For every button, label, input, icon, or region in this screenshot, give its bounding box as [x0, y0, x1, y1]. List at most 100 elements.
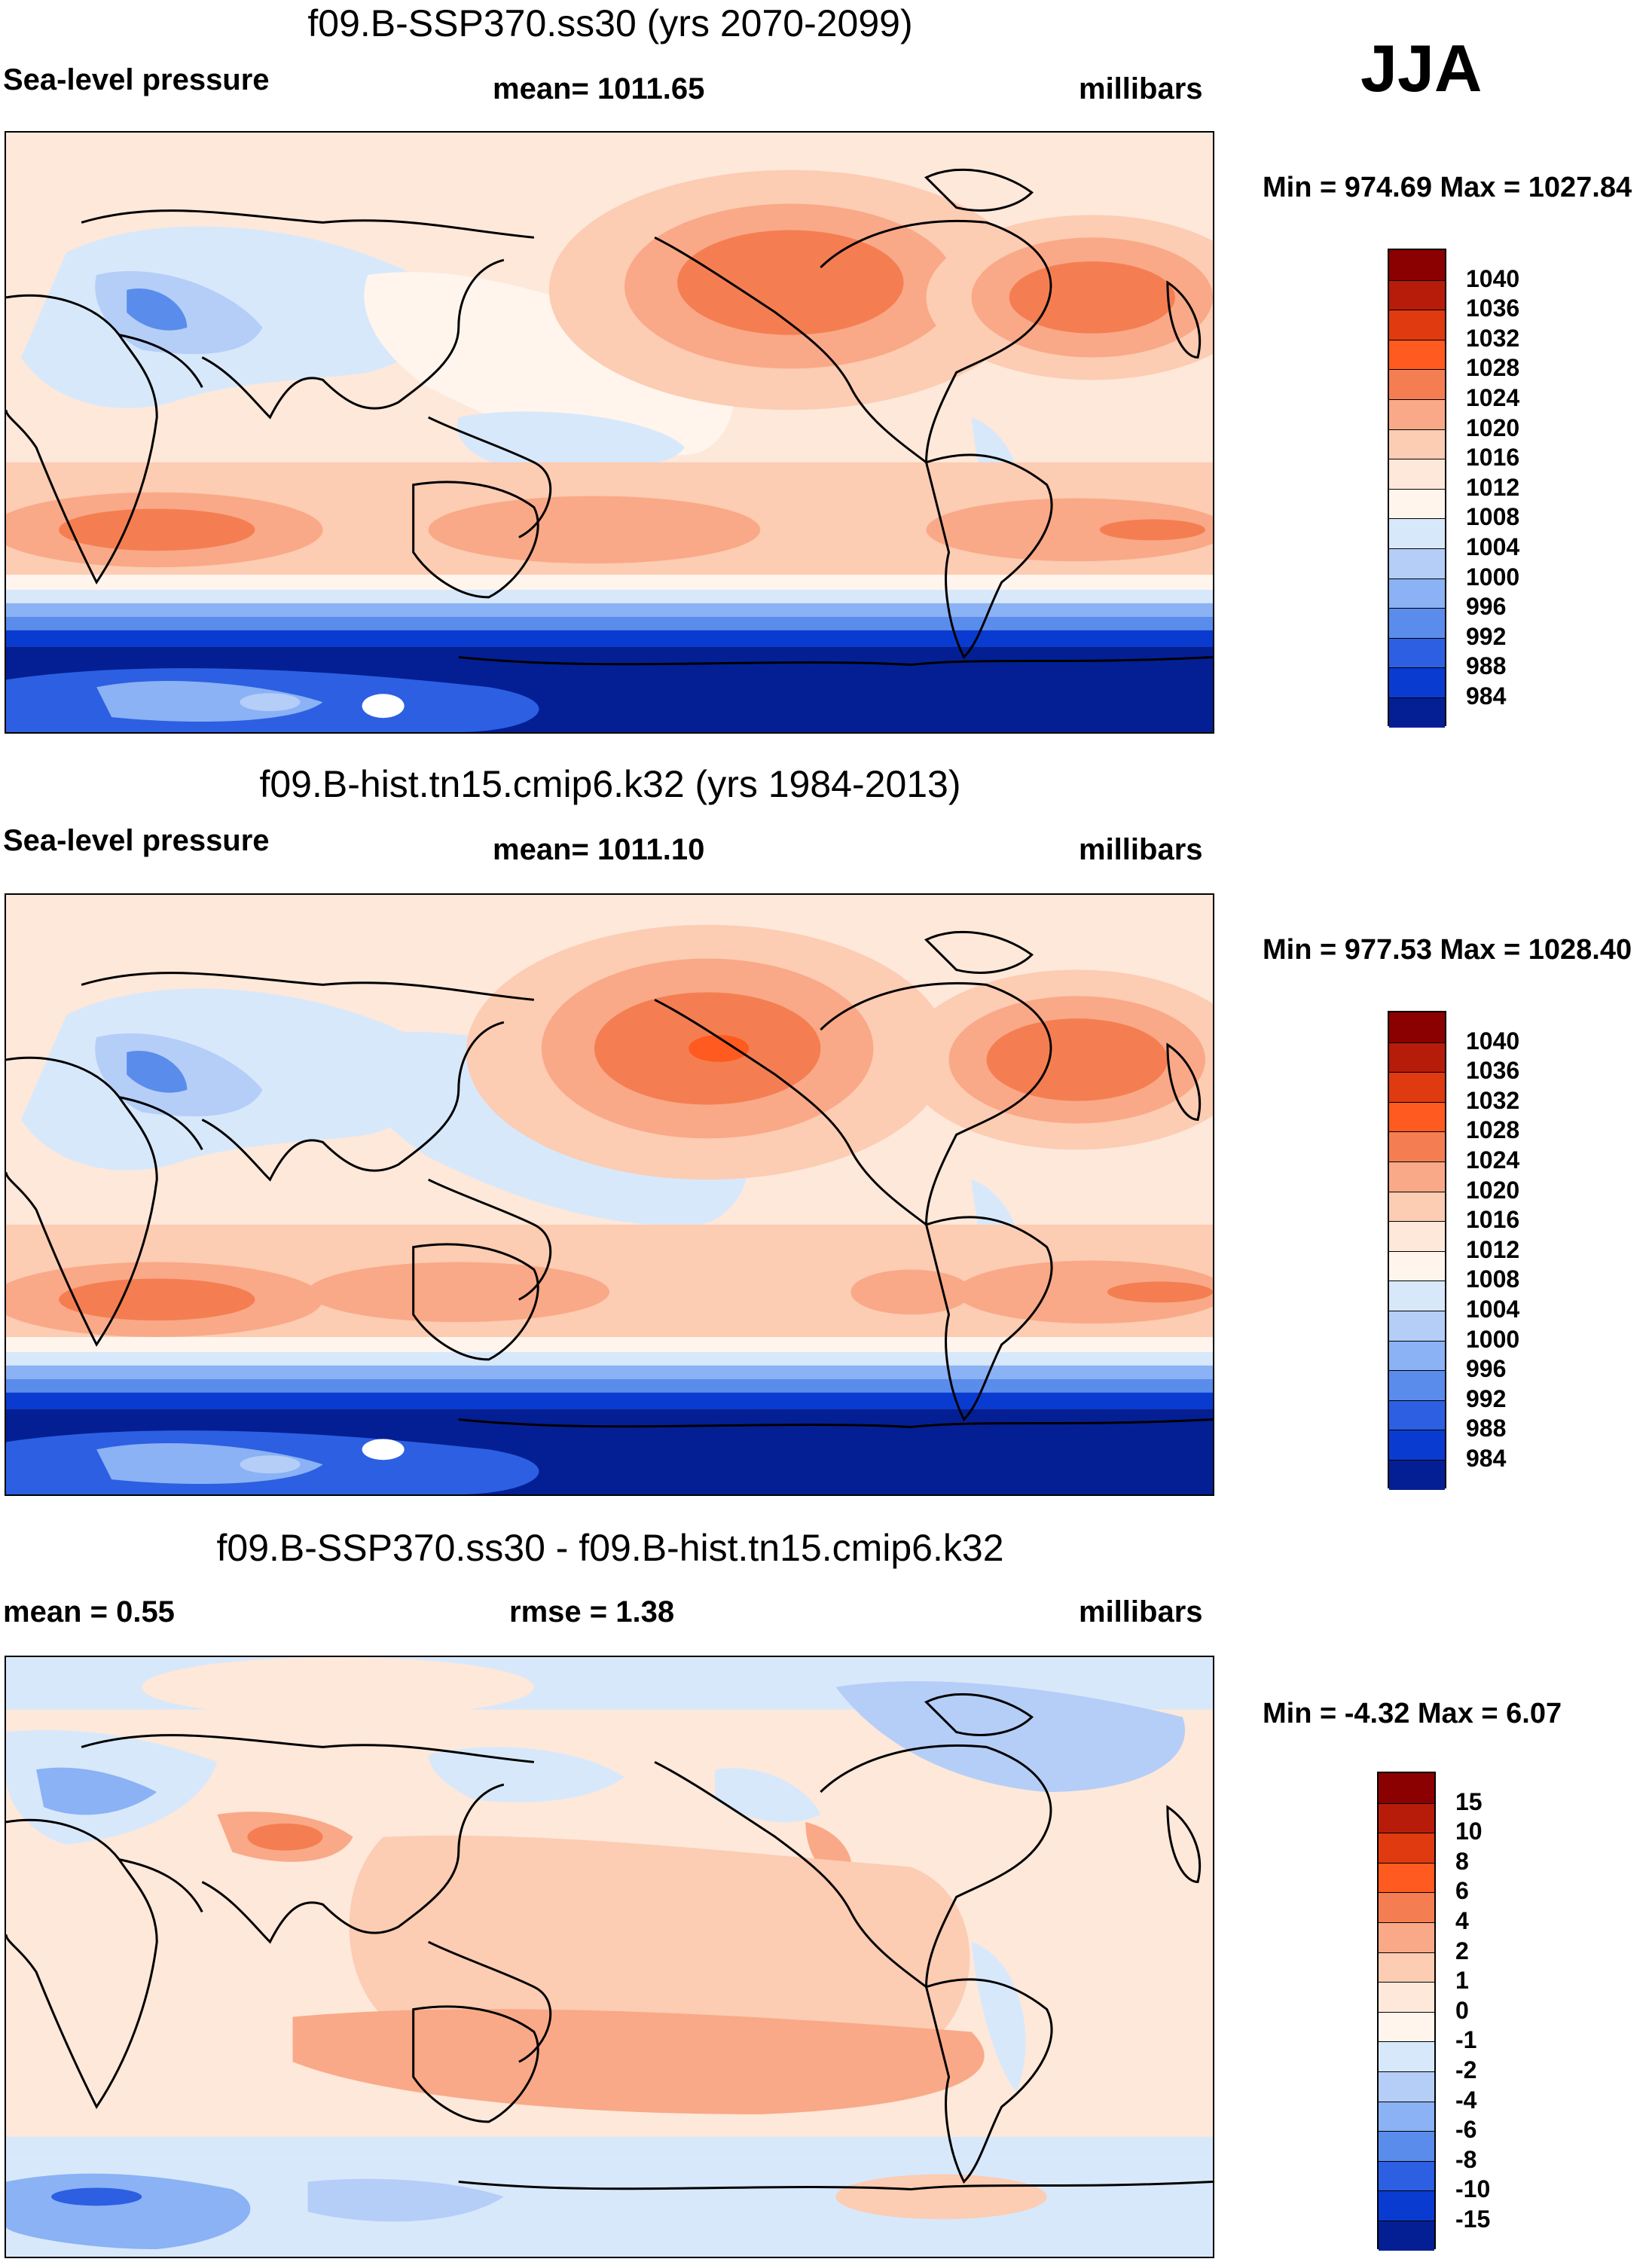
colorbar-tick-label: 1: [1455, 1967, 1469, 1995]
colorbar-tick-label: 1000: [1466, 1325, 1520, 1353]
colorbar-swatches: [1377, 1772, 1436, 2251]
panel-2-units-label: millibars: [1079, 833, 1203, 866]
colorbar-swatch: [1379, 1952, 1434, 1983]
colorbar-swatch: [1389, 1101, 1445, 1132]
colorbar-tick-label: 992: [1466, 622, 1507, 650]
colorbar-swatch: [1389, 399, 1445, 429]
colorbar-swatch: [1389, 459, 1445, 489]
colorbar-tick-label: 1036: [1466, 1057, 1520, 1085]
colorbar-tick-label: 1032: [1466, 324, 1520, 352]
colorbar-swatches: [1388, 1011, 1446, 1490]
colorbar-swatch: [1379, 2190, 1434, 2221]
panel-3-title: f09.B-SSP370.ss30 - f09.B-hist.tn15.cmip…: [216, 1527, 1004, 1569]
panel-3-map: [5, 1656, 1214, 2258]
coastlines: [6, 1693, 1213, 2190]
colorbar-tick-label: 6: [1455, 1877, 1469, 1905]
pressure-field: [6, 133, 1213, 732]
colorbar-tick-label: 4: [1455, 1907, 1469, 1934]
colorbar-swatch: [1389, 429, 1445, 459]
colorbar-swatch: [1389, 339, 1445, 370]
colorbar-tick-label: 996: [1466, 593, 1507, 621]
panel-2-mean-label: mean= 1011.10: [493, 833, 705, 866]
colorbar-tick-label: 1012: [1466, 473, 1520, 501]
colorbar-tick-label: 8: [1455, 1847, 1469, 1875]
colorbar-tick-label: 1008: [1466, 503, 1520, 531]
colorbar-tick-label: 1020: [1466, 414, 1520, 441]
colorbar-tick-label: 992: [1466, 1384, 1507, 1412]
colorbar-swatch: [1379, 1773, 1434, 1803]
colorbar-tick-label: 10: [1455, 1818, 1483, 1845]
colorbar-swatch: [1389, 518, 1445, 548]
colorbar-swatch: [1389, 1221, 1445, 1251]
colorbar-swatch: [1379, 1802, 1434, 1833]
panel-2-map: [5, 893, 1214, 1496]
colorbar-swatch: [1389, 608, 1445, 638]
colorbar-tick-label: -6: [1455, 2116, 1477, 2144]
colorbar-tick-label: 0: [1455, 1996, 1469, 2024]
colorbar-tick-label: 1028: [1466, 1116, 1520, 1144]
panel-1-map: [5, 131, 1214, 734]
colorbar-swatch: [1389, 1340, 1445, 1371]
colorbar-swatch: [1389, 1430, 1445, 1460]
colorbar-tick-label: 1016: [1466, 444, 1520, 472]
colorbar-tick-label: 1000: [1466, 563, 1520, 591]
colorbar-swatch: [1389, 637, 1445, 668]
colorbar-tick-label: -2: [1455, 2056, 1477, 2083]
colorbar-tick-label: 1016: [1466, 1206, 1520, 1234]
panel-1-variable-label: Sea-level pressure: [3, 63, 270, 96]
panel-1-minmax: Min = 974.69 Max = 1027.84: [1263, 172, 1632, 203]
colorbar-swatch: [1389, 1131, 1445, 1161]
colorbar-swatch: [1389, 1250, 1445, 1281]
colorbar-swatch: [1379, 2131, 1434, 2161]
colorbar-swatch: [1389, 1072, 1445, 1102]
colorbar-swatch: [1389, 369, 1445, 399]
colorbar-tick-label: -8: [1455, 2145, 1477, 2173]
colorbar-swatch: [1379, 1833, 1434, 1863]
colorbar-tick-label: 984: [1466, 1445, 1507, 1472]
panel-1-mean-label: mean= 1011.65: [493, 72, 705, 105]
panel-3-rmse-label: rmse = 1.38: [509, 1595, 675, 1629]
colorbar-tick-label: 1040: [1466, 264, 1520, 292]
panel-3-mean-label: mean = 0.55: [3, 1595, 175, 1629]
colorbar-swatch: [1389, 1012, 1445, 1042]
colorbar-tick-label: 1024: [1466, 384, 1520, 411]
colorbar-tick-label: 996: [1466, 1355, 1507, 1383]
colorbar-swatch: [1389, 697, 1445, 728]
colorbar-swatch: [1379, 1922, 1434, 1952]
colorbar-swatch: [1389, 1400, 1445, 1430]
colorbar-swatch: [1389, 548, 1445, 578]
colorbar-tick-label: 984: [1466, 682, 1507, 710]
colorbar-tick-label: -10: [1455, 2175, 1491, 2203]
colorbar-tick-label: 1008: [1466, 1265, 1520, 1293]
panel-3-units-label: millibars: [1079, 1595, 1203, 1629]
season-label: JJA: [1360, 31, 1483, 105]
colorbar-tick-label: 1004: [1466, 533, 1520, 560]
colorbar-swatch: [1389, 1191, 1445, 1222]
colorbar-swatch: [1379, 2011, 1434, 2042]
colorbar-tick-label: -15: [1455, 2205, 1491, 2233]
colorbar-swatches: [1388, 249, 1446, 728]
coastlines: [6, 930, 1213, 1428]
colorbar-swatch: [1389, 279, 1445, 310]
colorbar-swatch: [1379, 1982, 1434, 2012]
colorbar-swatch: [1379, 1892, 1434, 1922]
colorbar-swatch: [1379, 2101, 1434, 2132]
colorbar-swatch: [1389, 310, 1445, 340]
panel-2-title: f09.B-hist.tn15.cmip6.k32 (yrs 1984-2013…: [259, 763, 961, 805]
panel-2-variable-label: Sea-level pressure: [3, 824, 270, 857]
panel-1-units-label: millibars: [1079, 72, 1203, 105]
colorbar-swatch: [1389, 1370, 1445, 1400]
colorbar-tick-label: 1012: [1466, 1235, 1520, 1263]
colorbar-swatch: [1389, 1042, 1445, 1073]
pressure-field: [6, 895, 1213, 1494]
colorbar-tick-label: 988: [1466, 1415, 1507, 1442]
panel-1-title: f09.B-SSP370.ss30 (yrs 2070-2099): [307, 2, 913, 44]
colorbar-tick-label: 1040: [1466, 1027, 1520, 1055]
colorbar-tick-label: 1028: [1466, 354, 1520, 382]
colorbar-swatch: [1379, 2041, 1434, 2071]
colorbar-swatch: [1389, 488, 1445, 519]
coastlines: [6, 168, 1213, 666]
colorbar-tick-label: 1004: [1466, 1296, 1520, 1323]
colorbar-tick-label: 1036: [1466, 295, 1520, 322]
colorbar-tick-label: 2: [1455, 1937, 1469, 1964]
